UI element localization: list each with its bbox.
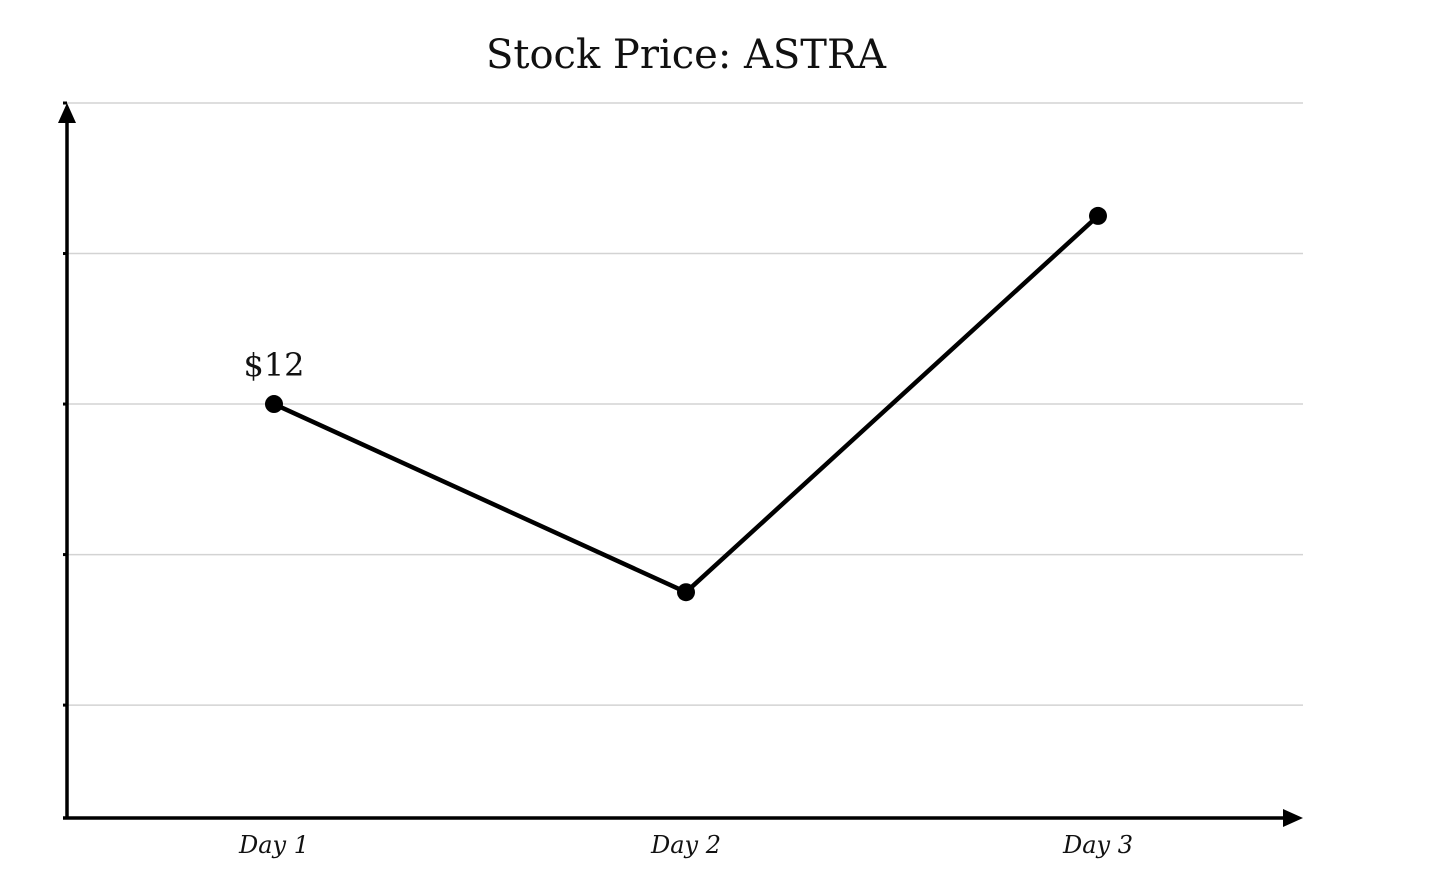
y-axis-arrowhead (58, 103, 76, 123)
x-tick-label-1: Day 1 (238, 831, 309, 859)
gridlines (67, 102, 1303, 706)
x-tick-label-2: Day 2 (650, 831, 721, 859)
chart-title: Stock Price: ASTRA (486, 32, 887, 78)
labels: Day 1 Day 2 Day 3 $12 (238, 346, 1133, 859)
data-label-1: $12 (243, 346, 304, 384)
x-axis-arrowhead (1283, 809, 1303, 827)
x-tick-label-3: Day 3 (1062, 831, 1133, 859)
series (265, 206, 1107, 602)
data-point-day-2 (677, 583, 695, 602)
data-point-day-1 (265, 395, 283, 414)
axes (58, 101, 1303, 827)
data-point-day-3 (1089, 206, 1107, 225)
